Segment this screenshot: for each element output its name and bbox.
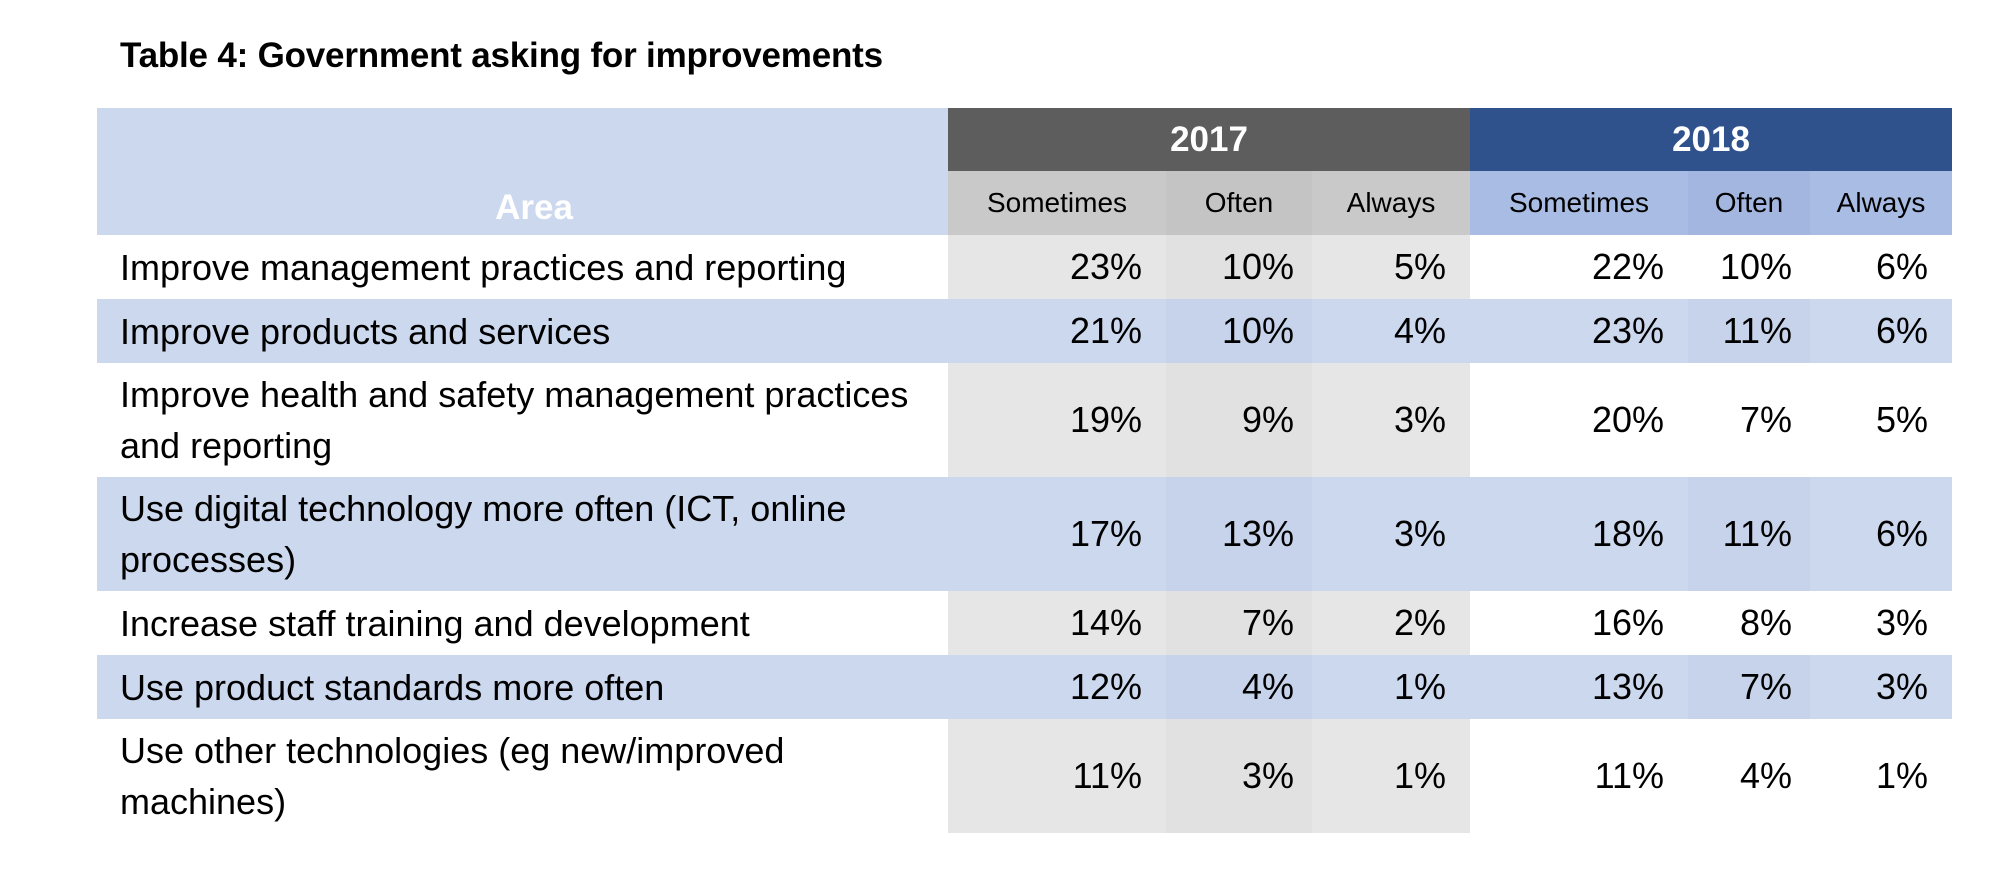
cell-2018-often: 11% xyxy=(1688,477,1811,591)
cell-2017-often: 7% xyxy=(1166,591,1312,655)
cell-2018-often: 7% xyxy=(1688,655,1811,719)
cell-2018-sometimes: 22% xyxy=(1470,235,1689,299)
cell-2017-sometimes: 17% xyxy=(948,477,1166,591)
cell-2017-often: 3% xyxy=(1166,719,1312,833)
table-row: Improve management practices and reporti… xyxy=(97,235,1953,299)
subheader-2018-sometimes: Sometimes xyxy=(1470,171,1689,235)
cell-2018-often: 7% xyxy=(1688,363,1811,477)
subheader-2017-sometimes: Sometimes xyxy=(948,171,1166,235)
data-table: Area 2017 2018 Sometimes Often Always So… xyxy=(97,108,1953,833)
subheader-2018-always: Always xyxy=(1810,171,1953,235)
cell-2017-sometimes: 14% xyxy=(948,591,1166,655)
cell-2018-always: 5% xyxy=(1810,363,1953,477)
row-area-label: Use product standards more often xyxy=(97,655,948,719)
table-title: Table 4: Government asking for improveme… xyxy=(120,36,883,75)
cell-2017-always: 4% xyxy=(1312,299,1471,363)
cell-2017-often: 4% xyxy=(1166,655,1312,719)
cell-2017-always: 3% xyxy=(1312,477,1471,591)
year-header-2017: 2017 xyxy=(948,108,1471,171)
cell-2018-always: 1% xyxy=(1810,719,1953,833)
cell-2017-often: 10% xyxy=(1166,299,1312,363)
cell-2017-often: 10% xyxy=(1166,235,1312,299)
table-row: Improve health and safety management pra… xyxy=(97,363,1953,477)
row-area-label: Improve products and services xyxy=(97,299,948,363)
cell-2018-sometimes: 13% xyxy=(1470,655,1689,719)
cell-2018-always: 6% xyxy=(1810,299,1953,363)
cell-2017-always: 1% xyxy=(1312,655,1471,719)
row-area-label: Improve management practices and reporti… xyxy=(97,235,948,299)
table-row: Use digital technology more often (ICT, … xyxy=(97,477,1953,591)
cell-2017-always: 1% xyxy=(1312,719,1471,833)
cell-2018-always: 3% xyxy=(1810,655,1953,719)
cell-2018-often: 8% xyxy=(1688,591,1811,655)
row-area-label: Use other technologies (eg new/improved … xyxy=(97,719,948,833)
cell-2018-often: 4% xyxy=(1688,719,1811,833)
row-area-label: Use digital technology more often (ICT, … xyxy=(97,477,948,591)
cell-2017-sometimes: 21% xyxy=(948,299,1166,363)
subheader-2018-often: Often xyxy=(1688,171,1811,235)
cell-2017-sometimes: 11% xyxy=(948,719,1166,833)
table-row: Use other technologies (eg new/improved … xyxy=(97,719,1953,833)
cell-2018-always: 3% xyxy=(1810,591,1953,655)
cell-2018-sometimes: 23% xyxy=(1470,299,1689,363)
row-area-label: Improve health and safety management pra… xyxy=(97,363,948,477)
table-body: Improve management practices and reporti… xyxy=(97,235,1953,833)
row-area-label: Increase staff training and development xyxy=(97,591,948,655)
cell-2018-always: 6% xyxy=(1810,477,1953,591)
cell-2018-often: 10% xyxy=(1688,235,1811,299)
cell-2017-always: 3% xyxy=(1312,363,1471,477)
cell-2018-sometimes: 20% xyxy=(1470,363,1689,477)
cell-2017-sometimes: 12% xyxy=(948,655,1166,719)
cell-2018-always: 6% xyxy=(1810,235,1953,299)
year-header-2018: 2018 xyxy=(1470,108,1953,171)
subheader-2017-often: Often xyxy=(1166,171,1312,235)
cell-2018-sometimes: 11% xyxy=(1470,719,1689,833)
area-column-header: Area xyxy=(97,108,948,235)
cell-2017-always: 5% xyxy=(1312,235,1471,299)
cell-2018-often: 11% xyxy=(1688,299,1811,363)
table-row: Improve products and services 21% 10% 4% 23%… xyxy=(97,299,1953,363)
cell-2017-always: 2% xyxy=(1312,591,1471,655)
cell-2017-sometimes: 23% xyxy=(948,235,1166,299)
cell-2018-sometimes: 18% xyxy=(1470,477,1689,591)
cell-2017-often: 13% xyxy=(1166,477,1312,591)
table-row: Use product standards more often 12% 4% 1% 1… xyxy=(97,655,1953,719)
table-row: Increase staff training and development 1… xyxy=(97,591,1953,655)
subheader-2017-always: Always xyxy=(1312,171,1471,235)
cell-2018-sometimes: 16% xyxy=(1470,591,1689,655)
cell-2017-sometimes: 19% xyxy=(948,363,1166,477)
cell-2017-often: 9% xyxy=(1166,363,1312,477)
